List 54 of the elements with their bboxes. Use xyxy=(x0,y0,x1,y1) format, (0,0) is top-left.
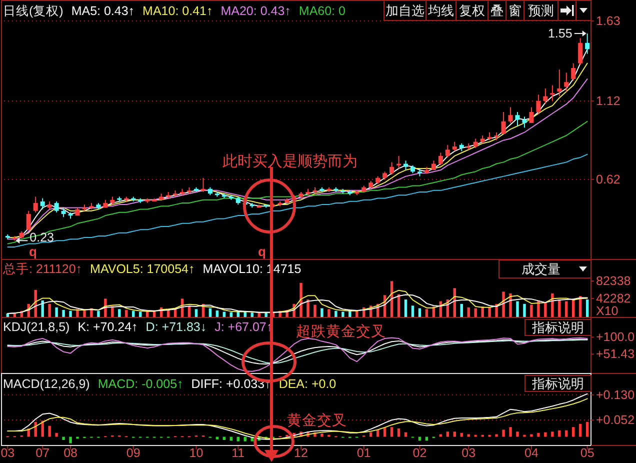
text: DEA: +0.0 xyxy=(278,377,336,391)
x-tick-label: 05 xyxy=(580,446,594,460)
text: MA20: 0.43↑ xyxy=(220,4,291,18)
annotation: 指标说明 xyxy=(531,320,584,335)
annotation: 0.23 xyxy=(30,230,54,245)
annotation: 指标说明 xyxy=(531,376,584,391)
annotation: 预测 xyxy=(528,3,554,18)
annotation: 此时买入是顺势而为 xyxy=(222,153,358,170)
y-tick-label: 1.12 xyxy=(596,94,620,108)
x-tick-label: 08 xyxy=(64,446,78,460)
annotation: 成交量 xyxy=(522,262,560,276)
x-tick-label: 02 xyxy=(412,446,427,460)
annotation: q xyxy=(258,244,266,259)
x-tick-label: 12 xyxy=(294,446,308,460)
button: 指标说明 xyxy=(524,319,592,336)
chart-title: KDJ(21,8,5) xyxy=(3,320,70,334)
annotation: 黄金交叉 xyxy=(287,412,347,429)
y-tick-label: 1.63 xyxy=(596,14,620,28)
x-tick-label: 04 xyxy=(524,446,538,460)
series-label: 总手: 211120↑ xyxy=(2,262,82,276)
x-tick-label: 03 xyxy=(0,446,15,460)
x-tick-label: 11 xyxy=(232,446,245,460)
x-tick-label: 10 xyxy=(189,446,204,460)
y-tick-label: +51.43 xyxy=(596,347,635,362)
y-axis-title: X10 xyxy=(596,304,618,318)
text: MAVOL5: 170054↑ xyxy=(90,262,195,276)
x-tick-label: 01 xyxy=(356,446,371,460)
y-tick-label: 0.62 xyxy=(596,172,620,186)
annotation: 窗 xyxy=(508,3,522,18)
y-tick-label: +0.130 xyxy=(596,388,635,402)
series-label: J: +67.07↑ xyxy=(214,320,273,334)
text: MA60: 0 xyxy=(298,4,346,18)
text: MACD: -0.005↑ xyxy=(98,377,184,391)
button: 指标说明 xyxy=(524,375,592,392)
select-field: 成交量 xyxy=(498,260,592,278)
y-tick-label: +0.052 xyxy=(596,412,635,427)
annotation: 1.55 xyxy=(548,26,572,40)
annotation: 复权 xyxy=(459,3,485,18)
text: MA10: 0.41↑ xyxy=(142,4,213,18)
series-label: K: +70.24↑ xyxy=(78,320,138,334)
text: MA5: 0.43↑ xyxy=(71,4,135,18)
annotation: 叠 xyxy=(490,3,504,18)
y-tick-label: 42282 xyxy=(596,292,631,306)
x-tick-label: 09 xyxy=(126,446,140,460)
x-tick-label: 07 xyxy=(36,446,50,460)
chart-title: 日线(复权) xyxy=(3,4,64,18)
annotation: q xyxy=(29,244,38,259)
x-tick-label: 03 xyxy=(462,446,476,460)
y-tick-label: 82338 xyxy=(596,274,631,288)
y-tick-label: +100.0 xyxy=(596,330,635,344)
annotation: 超跌黄金交叉 xyxy=(296,323,386,340)
button: 加自选 xyxy=(384,0,426,21)
series-label: D: +71.83↓ xyxy=(146,320,207,334)
chart-title: MACD(12,26,9) xyxy=(3,377,90,391)
